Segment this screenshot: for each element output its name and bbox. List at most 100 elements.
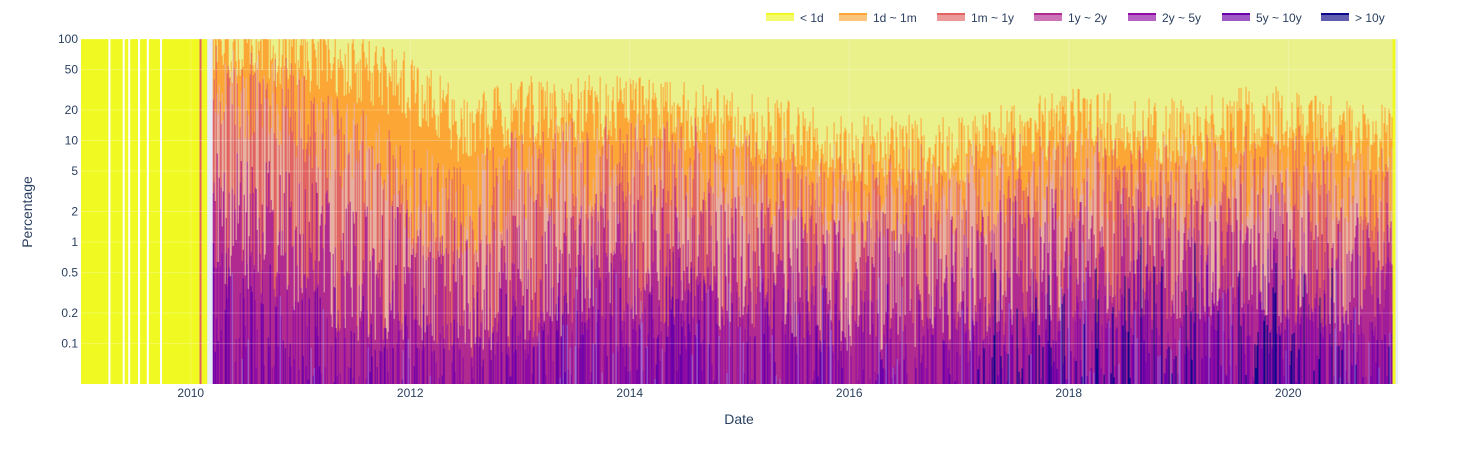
series-mark-1y-2y xyxy=(916,286,919,384)
series-mark-1y-2y xyxy=(416,319,419,348)
series-mark-lower-band xyxy=(367,347,370,384)
series-mark-1y-2y xyxy=(451,345,454,362)
series-mark-1y-2y xyxy=(830,320,833,331)
series-mark-lower-band xyxy=(455,377,458,384)
series-mark-lt-1d xyxy=(989,39,992,113)
series-mark-lt-1d xyxy=(228,39,231,70)
series-mark-1d-1m xyxy=(966,154,969,157)
series-mark-1y-2y xyxy=(402,339,405,351)
series-mark-1y-2y xyxy=(1192,297,1195,308)
series-mark-1y-2y xyxy=(358,285,361,377)
series-mark-1m-1y xyxy=(227,65,230,248)
series-mark-lt-1d xyxy=(444,39,447,103)
series-mark-1y-2y xyxy=(361,283,364,384)
series-mark-lower-band xyxy=(827,313,830,384)
series-mark-1y-2y xyxy=(551,321,554,332)
series-mark-1y-2y xyxy=(695,279,698,338)
series-mark-1d-1m xyxy=(676,105,679,213)
series-mark-lt-1d xyxy=(896,39,899,138)
series-mark-1m-1y xyxy=(951,170,954,217)
series-mark-1d-1m xyxy=(701,117,704,214)
series-mark-lower-band xyxy=(931,334,934,384)
series-mark-1d-1m xyxy=(268,78,271,135)
series-mark-lower-band xyxy=(576,310,579,384)
series-mark-1y-2y xyxy=(1023,318,1026,329)
series-mark-1d-1m xyxy=(851,122,854,235)
series-mark-1y-2y xyxy=(851,305,854,384)
series-mark-lt-1d xyxy=(848,39,851,134)
series-mark-lt-1d xyxy=(286,39,289,69)
series-mark-1m-1y xyxy=(665,202,668,267)
series-mark-1m-1y xyxy=(829,220,832,301)
series-mark-lower-band xyxy=(1206,264,1209,384)
series-mark-1m-1y xyxy=(506,157,509,230)
series-mark-1m-1y xyxy=(836,218,839,272)
series-mark-lower-band xyxy=(829,309,832,384)
series-mark-1y-2y xyxy=(1122,187,1125,326)
series-mark-lt-1d xyxy=(434,39,437,115)
series-mark-lt-1d xyxy=(582,39,585,133)
series-mark-lt-1d xyxy=(960,39,963,123)
series-mark-1y-2y xyxy=(603,227,606,345)
series-mark-1m-1y xyxy=(808,185,811,312)
series-mark-lower-band xyxy=(1122,325,1125,384)
series-mark-1y-2y xyxy=(346,271,349,384)
series-mark-lower-band xyxy=(506,354,509,384)
series-mark-lt-1d xyxy=(665,39,668,102)
series-mark-lt-1d xyxy=(407,39,410,98)
series-mark-lt-1d xyxy=(646,39,649,115)
series-mark-1m-1y xyxy=(786,178,789,303)
series-mark-1y-2y xyxy=(888,257,891,384)
series-mark-lower-band xyxy=(920,362,923,384)
series-mark-lower-band xyxy=(524,349,527,384)
series-mark-1y-2y xyxy=(614,253,617,264)
series-mark-1d-1m xyxy=(1060,133,1063,177)
series-mark-lt-1d xyxy=(885,39,888,155)
series-mark-1y-2y xyxy=(1147,210,1150,301)
series-mark-lower-band xyxy=(983,348,986,384)
series-mark-1d-1m xyxy=(393,60,396,195)
series-mark-lt-1d xyxy=(771,39,774,159)
series-mark-1d-1m xyxy=(691,125,694,208)
series-mark-lt-1d xyxy=(718,39,721,150)
series-mark-lower-band xyxy=(439,333,442,384)
series-mark-lt-1d xyxy=(536,39,539,134)
series-mark-lt-1d xyxy=(1095,39,1098,136)
series-mark-lt-1d xyxy=(795,39,798,167)
series-mark-1d-1m xyxy=(775,152,778,202)
series-mark-1d-1m xyxy=(856,181,859,232)
series-mark-lower-band xyxy=(711,364,714,384)
series-mark-1y-2y xyxy=(939,308,942,319)
series-mark-1y-2y xyxy=(337,309,340,324)
series-mark-1d-1m xyxy=(280,67,283,145)
series-mark-1d-1m xyxy=(568,91,571,126)
series-mark-1m-1y xyxy=(820,158,823,343)
series-mark-1d-1m xyxy=(607,95,610,135)
series-mark-1d-1m xyxy=(1152,125,1155,201)
series-mark-1d-1m xyxy=(519,86,522,174)
series-mark-1d-1m xyxy=(277,65,280,115)
series-mark-lt-1d xyxy=(1160,39,1163,164)
series-mark-1y-2y xyxy=(1028,214,1031,356)
series-mark-1y-2y xyxy=(217,261,220,341)
series-mark-1d-1m xyxy=(935,135,938,202)
series-mark-lower-band xyxy=(770,302,773,384)
series-mark-1d-1m xyxy=(942,117,945,188)
series-mark-lt-1d xyxy=(261,39,264,70)
series-mark-lower-band xyxy=(621,330,624,384)
data-gap xyxy=(160,39,163,384)
series-mark-1y-2y xyxy=(401,323,404,380)
series-mark-1d-1m xyxy=(989,112,992,232)
series-mark-lt-1d xyxy=(470,39,473,156)
series-mark-1d-1m xyxy=(1170,161,1173,172)
series-mark-1y-2y xyxy=(384,318,387,328)
series-mark-lt-1d xyxy=(1135,39,1138,160)
series-mark-1m-1y xyxy=(412,238,415,249)
series-mark-1m-1y xyxy=(597,211,600,222)
series-mark-lt-1d xyxy=(921,39,924,137)
series-mark-lt-1d xyxy=(787,39,790,101)
series-mark-lower-band xyxy=(947,367,950,384)
series-mark-1d-1m xyxy=(901,129,904,195)
series-mark-lt-1d xyxy=(830,39,833,167)
series-mark-1d-1m xyxy=(910,185,913,196)
